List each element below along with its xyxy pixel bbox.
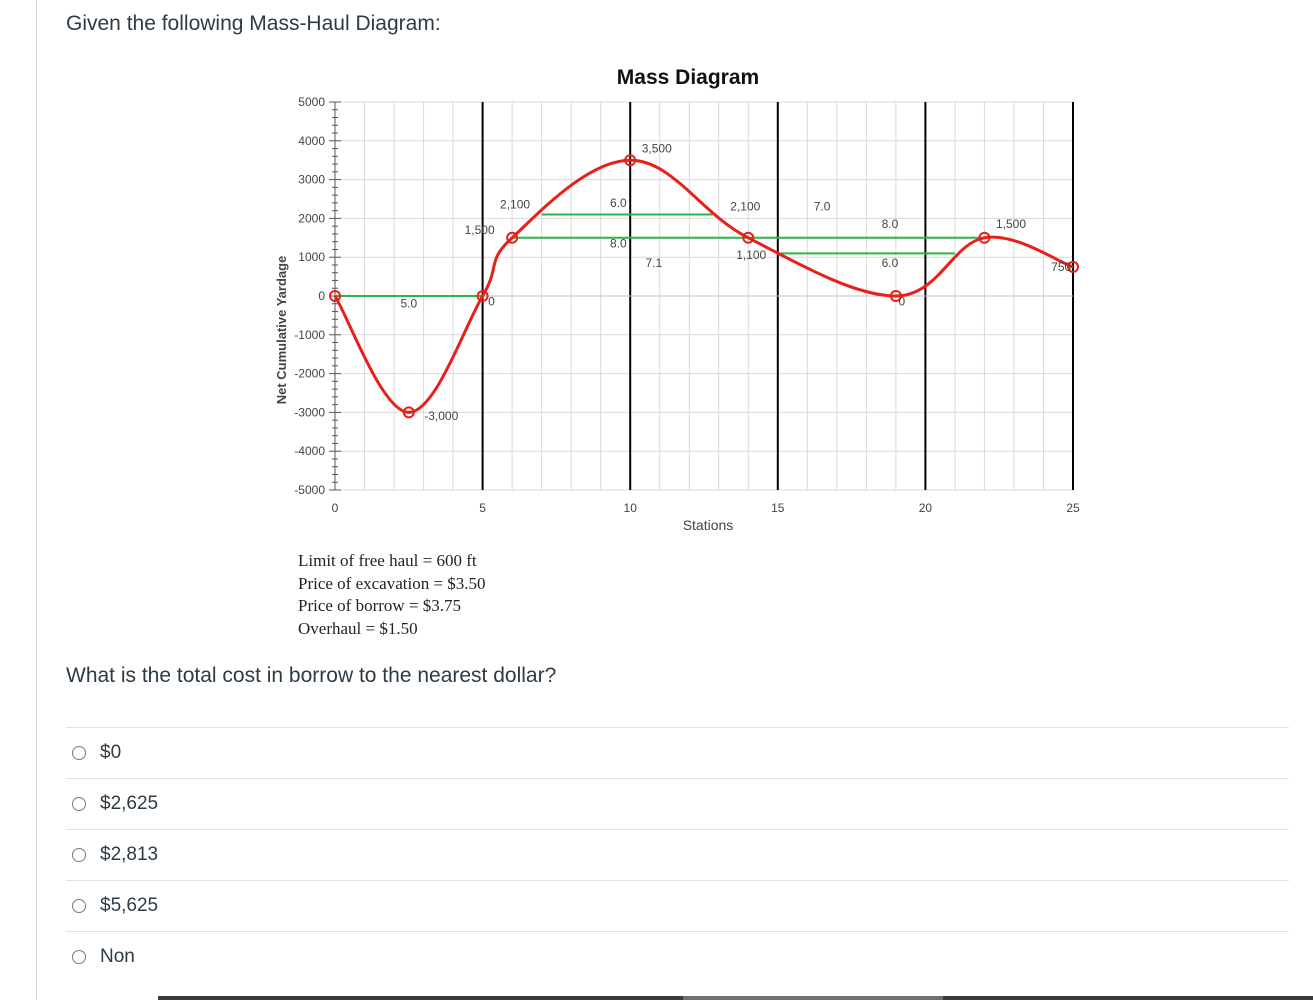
y-tick-label: -3000	[294, 405, 325, 419]
x-axis-label: Stations	[683, 517, 734, 533]
mass-haul-chart: Mass Diagram 5000 4000 3000 2000 1000 0 -1000-…	[262, 56, 1122, 546]
curve-point-marker	[889, 290, 902, 302]
radio-button[interactable]	[72, 797, 86, 811]
overhaul-price: Overhaul = $1.50	[298, 618, 418, 638]
curve-point-marker	[329, 290, 341, 302]
data-annotation: -3,000	[424, 409, 458, 423]
axes: 500040003000200010000-1000-2000-3000-400…	[294, 95, 1080, 515]
y-tick-label: 0	[318, 289, 325, 303]
balance-lines	[335, 213, 985, 297]
data-annotation: 0	[898, 295, 905, 309]
answer-option-2625[interactable]: $2,625	[66, 778, 1289, 829]
x-tick-label: 25	[1066, 501, 1080, 515]
left-border	[36, 0, 37, 1000]
radio-button[interactable]	[72, 950, 86, 964]
question-title: Given the following Mass-Haul Diagram:	[66, 12, 441, 35]
curve-point-marker	[476, 290, 489, 302]
answer-label: $5,625	[100, 895, 159, 916]
curve-point-marker	[624, 154, 637, 167]
answer-label: Non	[100, 946, 135, 967]
data-annotation: 6.0	[610, 196, 627, 210]
cost-parameters: Limit of free haul = 600 ft Price of exc…	[298, 550, 486, 640]
curve-point-marker	[1067, 260, 1079, 273]
chart-svg: Mass Diagram 500040003000200010000-1000-…	[274, 66, 1080, 533]
data-annotation: 8.0	[610, 237, 627, 251]
y-tick-label: -4000	[294, 444, 325, 458]
radio-button[interactable]	[72, 746, 86, 760]
answer-option-5625[interactable]: $5,625	[66, 880, 1289, 931]
y-tick-label: -2000	[294, 367, 325, 381]
data-annotation: 8.0	[882, 217, 899, 231]
data-annotation: 1,100	[736, 248, 766, 262]
radio-button[interactable]	[72, 899, 86, 913]
mass-curve	[333, 158, 1074, 414]
x-tick-label: 0	[332, 501, 339, 515]
y-tick-label: 3000	[298, 173, 325, 187]
question-prompt: What is the total cost in borrow to the …	[66, 664, 557, 687]
scrollbar-thumb[interactable]	[683, 996, 943, 1000]
y-tick-label: -5000	[294, 483, 325, 497]
curve-point-marker	[742, 231, 755, 244]
radio-button[interactable]	[72, 848, 86, 862]
curve-point-marker	[506, 231, 519, 244]
y-tick-label: 5000	[298, 95, 325, 109]
answer-label: $0	[100, 742, 122, 763]
y-tick-label: 4000	[298, 134, 325, 148]
x-tick-label: 10	[624, 501, 638, 515]
mass-curve-line	[333, 158, 1074, 414]
x-tick-label: 5	[479, 501, 486, 515]
x-tick-label: 15	[771, 501, 785, 515]
data-annotation: 7.1	[645, 256, 662, 270]
excavation-price: Price of excavation = $3.50	[298, 573, 486, 593]
y-tick-label: -1000	[294, 328, 325, 342]
y-tick-label: 2000	[298, 211, 325, 225]
chart-title: Mass Diagram	[617, 66, 759, 89]
answer-label: $2,625	[100, 793, 159, 814]
x-tick-label: 20	[919, 501, 933, 515]
free-haul-limit: Limit of free haul = 600 ft	[298, 551, 477, 570]
data-annotation: 6.0	[882, 256, 899, 270]
answer-option-none[interactable]: Non	[66, 931, 1289, 982]
curve-markers	[329, 154, 1079, 419]
curve-point-marker	[978, 231, 991, 244]
data-annotation: 0	[488, 295, 495, 309]
answer-option-2813[interactable]: $2,813	[66, 829, 1289, 880]
data-annotation: 2,100	[730, 200, 760, 214]
curve-point-marker	[402, 406, 415, 419]
answer-list: $0 $2,625 $2,813 $5,625 Non	[66, 727, 1289, 982]
data-annotation: 7.0	[814, 200, 831, 214]
data-annotation: 5.0	[400, 297, 417, 311]
data-annotation: 3,500	[642, 141, 672, 155]
y-tick-label: 1000	[298, 250, 325, 264]
data-annotation: 1,500	[465, 223, 495, 237]
answer-label: $2,813	[100, 844, 159, 865]
annotations: 5.0 -3,000 0 1,500 2,100 6.0 8.0 3,500 7.1 2,100 1…	[400, 141, 1071, 423]
y-axis-label: Net Cumulative Yardage	[274, 256, 289, 405]
borrow-price: Price of borrow = $3.75	[298, 596, 462, 615]
data-annotation: 1,500	[996, 217, 1026, 231]
data-annotation: 750	[1051, 260, 1071, 274]
data-annotation: 2,100	[500, 198, 530, 212]
answer-option-0[interactable]: $0	[66, 727, 1289, 778]
